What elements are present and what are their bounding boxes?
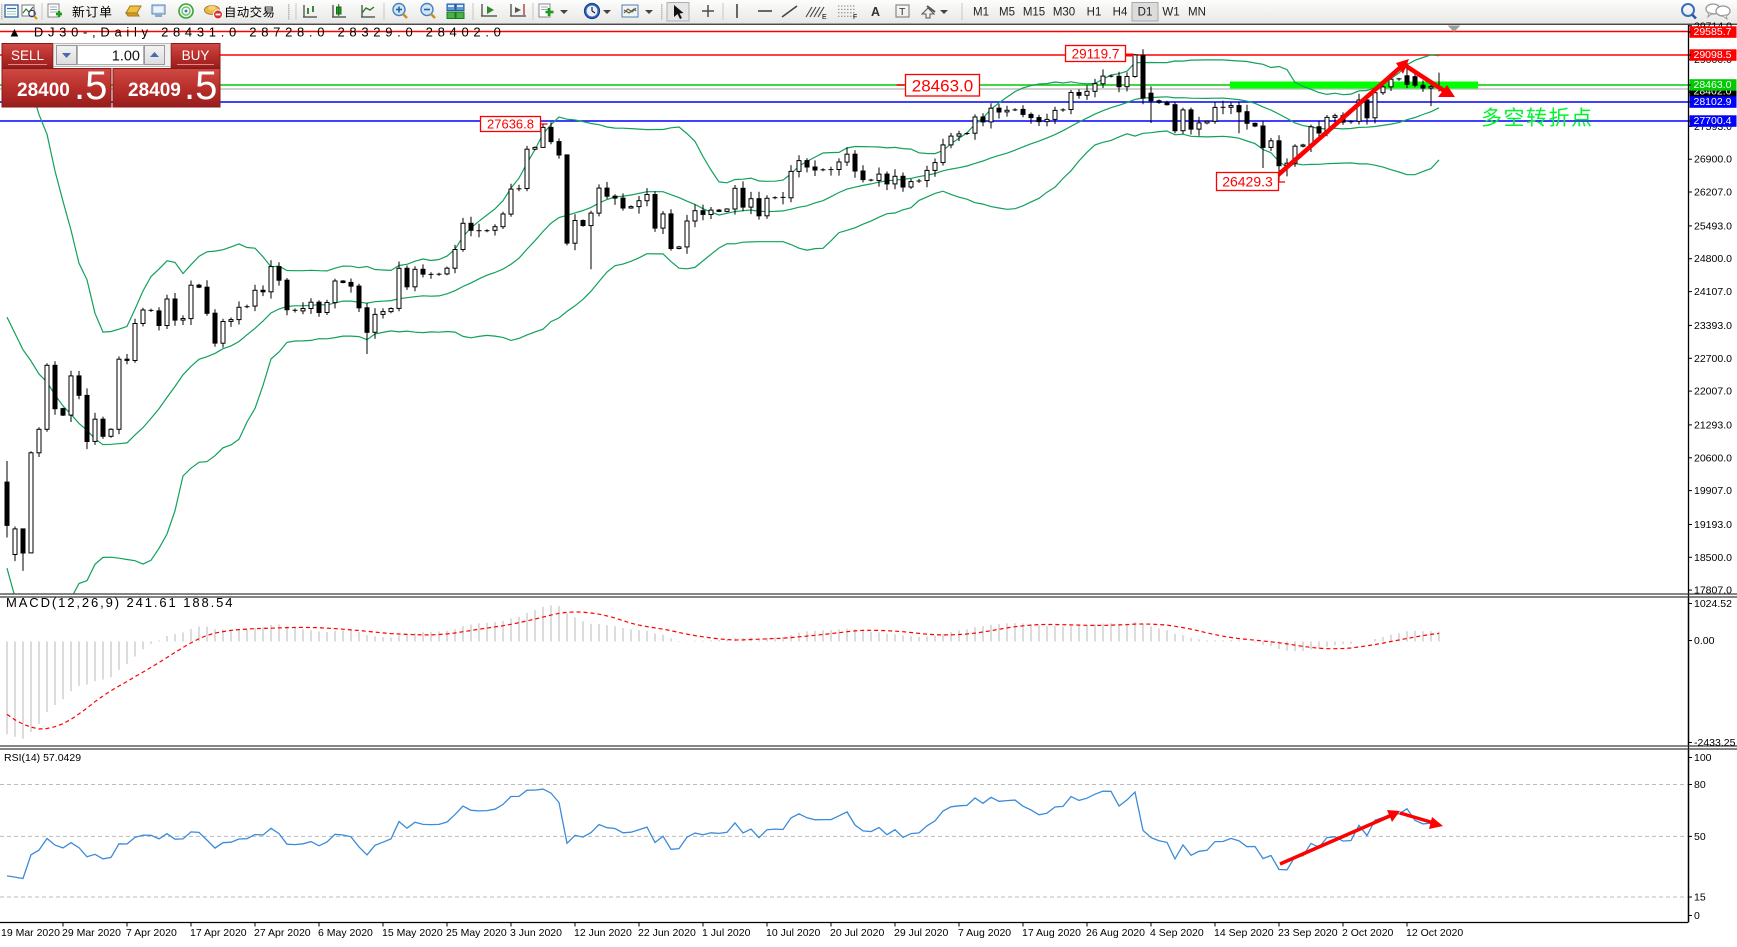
svg-text:18500.0: 18500.0	[1694, 552, 1732, 564]
svg-text:25 May 2020: 25 May 2020	[446, 927, 507, 939]
svg-text:M5: M5	[999, 7, 1015, 19]
svg-text:F: F	[853, 14, 857, 21]
svg-text:MACD(12,26,9) 241.61 188.54: MACD(12,26,9) 241.61 188.54	[6, 595, 234, 610]
svg-text:28102.9: 28102.9	[1694, 96, 1732, 108]
svg-text:25493.0: 25493.0	[1694, 220, 1732, 232]
svg-text:0: 0	[1694, 910, 1700, 922]
svg-text:E: E	[822, 14, 827, 21]
svg-text:2 Oct 2020: 2 Oct 2020	[1342, 927, 1394, 939]
svg-text:22007.0: 22007.0	[1694, 386, 1732, 398]
svg-text:29 Mar 2020: 29 Mar 2020	[62, 927, 121, 939]
svg-text:15: 15	[1694, 892, 1706, 904]
svg-text:26 Aug 2020: 26 Aug 2020	[1086, 927, 1145, 939]
svg-text:10 Jul 2020: 10 Jul 2020	[766, 927, 820, 939]
svg-text:29119.7: 29119.7	[1072, 46, 1120, 61]
svg-text:BUY: BUY	[182, 48, 210, 63]
svg-text:D1: D1	[1138, 7, 1153, 19]
svg-text:17 Apr 2020: 17 Apr 2020	[190, 927, 247, 939]
svg-text:28463.0: 28463.0	[1694, 79, 1732, 91]
svg-text:21293.0: 21293.0	[1694, 419, 1732, 431]
svg-text:20600.0: 20600.0	[1694, 452, 1732, 464]
svg-text:24107.0: 24107.0	[1694, 286, 1732, 298]
svg-text:SELL: SELL	[11, 48, 45, 63]
svg-text:29585.7: 29585.7	[1694, 26, 1732, 38]
svg-text:26900.0: 26900.0	[1694, 154, 1732, 166]
svg-text:1024.52: 1024.52	[1694, 598, 1732, 610]
svg-text:3 Jun 2020: 3 Jun 2020	[510, 927, 562, 939]
svg-text:15 May 2020: 15 May 2020	[382, 927, 443, 939]
svg-text:27636.8: 27636.8	[487, 117, 534, 132]
svg-text:-2433.25: -2433.25	[1694, 737, 1736, 749]
svg-text:23393.0: 23393.0	[1694, 320, 1732, 332]
svg-text:24800.0: 24800.0	[1694, 253, 1732, 265]
svg-text:28409: 28409	[128, 80, 181, 101]
svg-text:12 Oct 2020: 12 Oct 2020	[1406, 927, 1463, 939]
svg-text:17807.0: 17807.0	[1694, 585, 1732, 597]
svg-text:100: 100	[1694, 752, 1712, 764]
svg-text:0.00: 0.00	[1694, 635, 1715, 647]
svg-text:T: T	[899, 6, 906, 18]
svg-text:27700.4: 27700.4	[1694, 115, 1732, 127]
svg-text:4 Sep 2020: 4 Sep 2020	[1150, 927, 1204, 939]
svg-text:19 Mar 2020: 19 Mar 2020	[1, 927, 60, 939]
svg-text:26429.3: 26429.3	[1222, 174, 1273, 190]
svg-text:28400: 28400	[17, 80, 70, 101]
svg-text:.5: .5	[74, 64, 107, 108]
svg-text:MN: MN	[1188, 7, 1206, 19]
svg-text:27 Apr 2020: 27 Apr 2020	[254, 927, 311, 939]
svg-text:12 Jun 2020: 12 Jun 2020	[574, 927, 632, 939]
svg-text:50: 50	[1694, 831, 1706, 843]
svg-text:H1: H1	[1087, 7, 1102, 19]
svg-text:6 May 2020: 6 May 2020	[318, 927, 373, 939]
svg-text:1.00: 1.00	[112, 49, 140, 65]
svg-text:M15: M15	[1023, 7, 1045, 19]
svg-text:22700.0: 22700.0	[1694, 353, 1732, 365]
svg-text:19907.0: 19907.0	[1694, 485, 1732, 497]
svg-text:7 Apr 2020: 7 Apr 2020	[126, 927, 177, 939]
svg-text:.5: .5	[184, 64, 217, 108]
svg-text:RSI(14) 57.0429: RSI(14) 57.0429	[4, 752, 81, 764]
svg-text:80: 80	[1694, 779, 1706, 791]
svg-text:14 Sep 2020: 14 Sep 2020	[1214, 927, 1274, 939]
svg-text:M1: M1	[973, 7, 989, 19]
svg-text:W1: W1	[1162, 7, 1179, 19]
svg-text:23 Sep 2020: 23 Sep 2020	[1278, 927, 1338, 939]
svg-text:29098.5: 29098.5	[1694, 49, 1732, 61]
svg-text:29 Jul 2020: 29 Jul 2020	[894, 927, 948, 939]
svg-text:A: A	[871, 5, 880, 19]
svg-text:20 Jul 2020: 20 Jul 2020	[830, 927, 884, 939]
svg-text:H4: H4	[1113, 7, 1128, 19]
svg-text:28463.0: 28463.0	[912, 76, 973, 95]
svg-text:19193.0: 19193.0	[1694, 519, 1732, 531]
svg-text:▲ DJ30-,Daily 28431.0 28728.0: ▲ DJ30-,Daily 28431.0 28728.0 28329.0 28…	[8, 25, 506, 40]
svg-text:7 Aug 2020: 7 Aug 2020	[958, 927, 1011, 939]
svg-text:22 Jun 2020: 22 Jun 2020	[638, 927, 696, 939]
svg-text:17 Aug 2020: 17 Aug 2020	[1022, 927, 1081, 939]
svg-text:26207.0: 26207.0	[1694, 187, 1732, 199]
svg-text:1 Jul 2020: 1 Jul 2020	[702, 927, 751, 939]
svg-text:M30: M30	[1053, 7, 1075, 19]
